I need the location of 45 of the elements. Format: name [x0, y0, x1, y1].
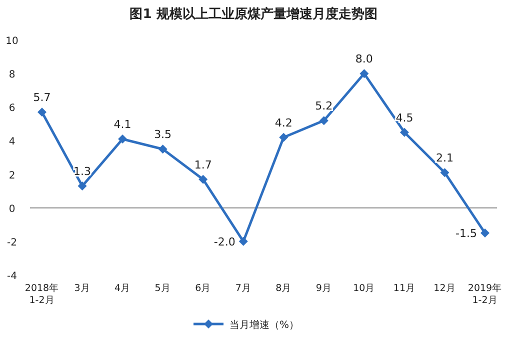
x-tick-label: 2018年 1-2月 [24, 282, 60, 306]
point [319, 116, 328, 126]
point [38, 108, 46, 117]
x-tick-label: 12月 [434, 283, 456, 294]
data-label: 3.5 [154, 128, 172, 142]
point [440, 168, 450, 178]
legend-label: 当月增速（%） [230, 319, 300, 331]
point [238, 236, 248, 246]
x-tick-label: 6月 [195, 283, 212, 294]
y-tick-label: 0 [8, 204, 16, 215]
point [400, 128, 409, 137]
point [118, 134, 128, 144]
x-tick-label: 7月 [235, 283, 252, 294]
point [198, 174, 208, 184]
y-tick-label: 8 [8, 70, 16, 81]
data-label: 4.1 [114, 118, 132, 132]
data-label: 4.5 [396, 111, 414, 124]
chart-title: 图1 规模以上工业原煤产量增速月度走势图 [130, 6, 378, 22]
point [279, 132, 288, 142]
data-label: -2.0 [214, 235, 236, 248]
data-label: 1.7 [194, 158, 212, 172]
y-tick-label: -4 [7, 271, 17, 282]
data-label: 4.2 [274, 116, 292, 130]
data-label: 8.0 [355, 52, 373, 66]
y-tick-label: 4 [8, 136, 16, 148]
x-tick-label: 9月 [316, 283, 332, 294]
x-tick-label: 10月 [353, 283, 376, 294]
x-tick-label: 8月 [276, 283, 292, 294]
y-tick-label: 6 [8, 103, 16, 114]
y-tick-label: 10 [6, 36, 18, 47]
point [158, 144, 168, 154]
data-label: 5.2 [315, 100, 333, 113]
x-tick-label: 2019年 1-2月 [468, 282, 502, 306]
x-tick-label: 5月 [154, 283, 171, 294]
data-label: 5.7 [33, 91, 51, 104]
point [480, 228, 490, 238]
y-tick-label: 2 [8, 170, 16, 182]
point [360, 69, 369, 78]
data-label: 2.1 [436, 152, 454, 165]
data-label: -1.5 [456, 227, 477, 240]
y-tick-label: -2 [7, 237, 17, 248]
x-tick-label: 4月 [114, 283, 131, 294]
point [78, 182, 87, 191]
x-tick-label: 11月 [393, 283, 416, 294]
x-tick-label: 3月 [74, 283, 90, 294]
